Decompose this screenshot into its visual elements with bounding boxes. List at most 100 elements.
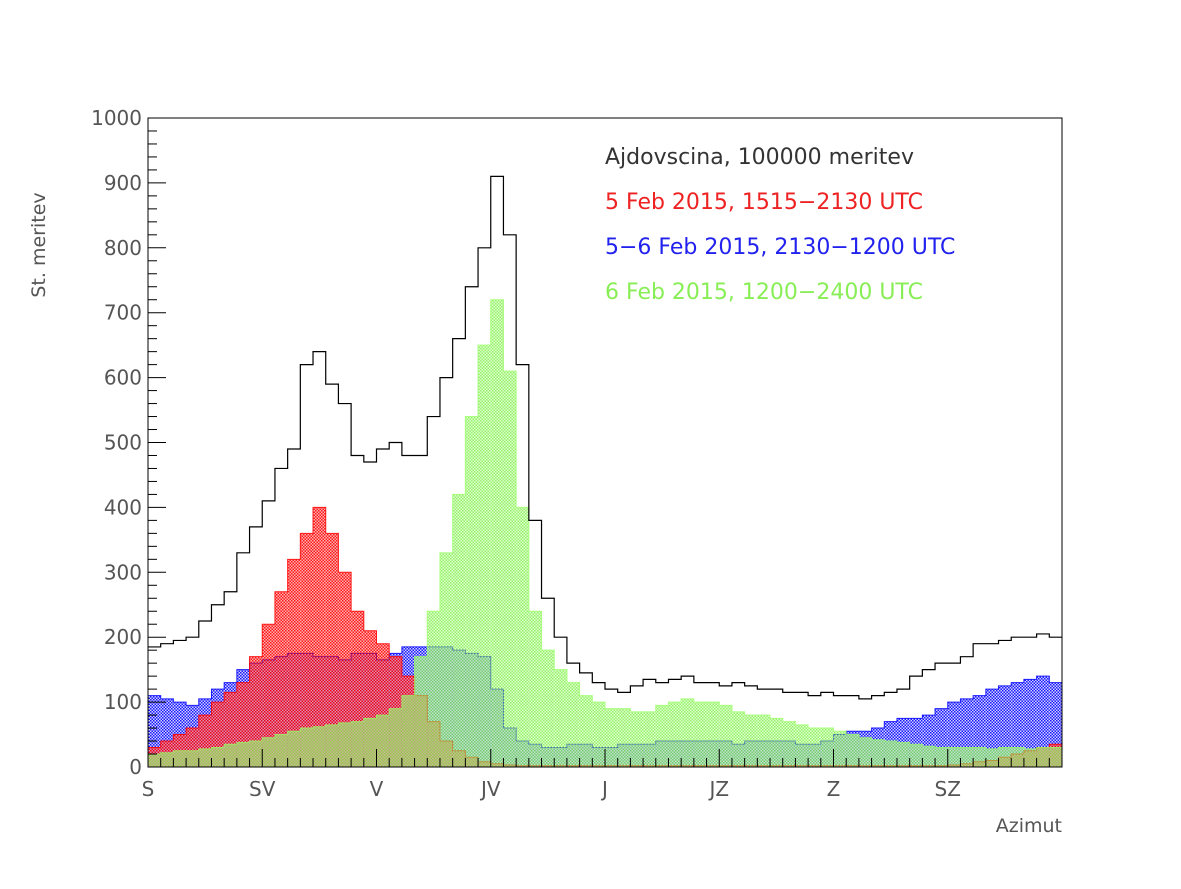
bar-red: [325, 533, 339, 767]
bar-green: [401, 695, 415, 767]
bar-green: [960, 747, 974, 767]
bar-green: [211, 747, 225, 767]
bar-green: [719, 705, 732, 767]
bar-green: [1023, 748, 1037, 767]
bar-green: [490, 299, 504, 767]
series-green: [147, 299, 1062, 767]
bar-green: [313, 726, 326, 767]
bar-blue: [998, 685, 1012, 767]
bar-green: [566, 682, 580, 767]
bar-green: [693, 702, 707, 767]
legend-entry-total: Ajdovscina, 100000 meritev: [605, 145, 914, 170]
bar-green: [896, 742, 910, 767]
bar-green: [338, 722, 352, 767]
y-tick-label: 300: [104, 560, 142, 584]
bar-red: [249, 656, 263, 767]
bar-green: [414, 656, 428, 767]
axes: 0 100 200 300 400 500 600 700 800 900 1000 S SV V JV J J…: [91, 106, 1050, 801]
outline-green: [147, 299, 1062, 767]
x-tick-label: JZ: [707, 777, 729, 801]
bar-green: [998, 747, 1012, 767]
bar-green: [884, 741, 897, 767]
bar-green: [871, 739, 885, 767]
bar-red: [287, 559, 301, 767]
y-tick-label: 400: [104, 495, 142, 519]
bar-green: [376, 715, 390, 767]
x-tick-label: SZ: [935, 777, 961, 801]
bar-green: [757, 715, 771, 767]
y-tick-label: 900: [104, 171, 142, 195]
bar-red: [262, 624, 275, 767]
bar-green: [287, 731, 301, 767]
bar-red: [313, 507, 326, 767]
bar-green: [554, 669, 567, 767]
y-tick-label: 800: [104, 236, 142, 260]
bar-green: [643, 711, 656, 767]
bar-blue: [985, 689, 999, 767]
legend-entry-blue: 5−6 Feb 2015, 2130−1200 UTC: [605, 235, 955, 260]
bar-green: [820, 728, 834, 767]
bar-red: [274, 591, 288, 767]
bar-green: [262, 737, 275, 767]
bar-green: [947, 747, 961, 767]
x-tick-label: Z: [827, 777, 841, 801]
y-tick-label: 0: [129, 755, 142, 779]
bar-green: [160, 752, 174, 767]
y-tick-label: 500: [104, 431, 142, 455]
bar-green: [465, 416, 479, 767]
bar-blue: [1011, 682, 1024, 767]
bar-green: [1049, 747, 1062, 767]
bar-green: [909, 744, 923, 767]
histogram-bars: [147, 299, 1062, 767]
series-total-line: [148, 175, 1062, 700]
y-tick-label: 200: [104, 625, 142, 649]
bar-green: [808, 728, 821, 767]
bar-green: [173, 750, 187, 767]
bar-green: [439, 552, 453, 767]
histogram-outlines: [148, 175, 1062, 700]
x-tick-label: J: [600, 777, 608, 801]
x-tick-label: S: [142, 777, 155, 801]
y-tick-label: 100: [104, 690, 142, 714]
bar-green: [249, 741, 263, 767]
bar-green: [224, 744, 237, 767]
y-tick-label: 700: [104, 301, 142, 325]
bar-green: [922, 746, 936, 767]
bar-green: [655, 705, 669, 767]
bar-green: [528, 611, 542, 767]
bar-green: [186, 750, 199, 767]
bar-green: [770, 718, 783, 767]
bar-green: [681, 698, 694, 767]
bar-green: [744, 715, 758, 767]
legend-entry-green: 6 Feb 2015, 1200−2400 UTC: [605, 280, 923, 305]
bar-green: [516, 507, 529, 767]
bar-green: [846, 734, 859, 767]
bar-green: [1011, 747, 1024, 767]
bar-green: [795, 724, 809, 767]
bar-green: [1036, 747, 1050, 767]
bar-green: [668, 702, 682, 767]
bar-green: [630, 711, 644, 767]
bar-green: [858, 737, 872, 767]
bar-green: [985, 748, 999, 767]
y-tick-label: 600: [104, 366, 142, 390]
bar-green: [300, 728, 314, 767]
bar-green: [452, 494, 466, 767]
y-axis-label: St. meritev: [28, 192, 50, 297]
bar-green: [935, 747, 948, 767]
bar-green: [148, 754, 161, 767]
bar-green: [782, 721, 796, 767]
bar-green: [351, 721, 364, 767]
bar-green: [503, 371, 517, 767]
legend: Ajdovscina, 100000 meritev 5 Feb 2015, 1…: [605, 145, 955, 305]
x-axis-label: Azimut: [996, 815, 1062, 837]
bar-green: [325, 724, 339, 767]
bar-green: [478, 345, 491, 767]
x-tick-label: SV: [249, 777, 276, 801]
bar-green: [274, 734, 288, 767]
bar-green: [592, 702, 605, 767]
bar-green: [363, 718, 377, 767]
bar-blue: [1023, 679, 1037, 767]
x-tick-label: V: [370, 777, 384, 801]
